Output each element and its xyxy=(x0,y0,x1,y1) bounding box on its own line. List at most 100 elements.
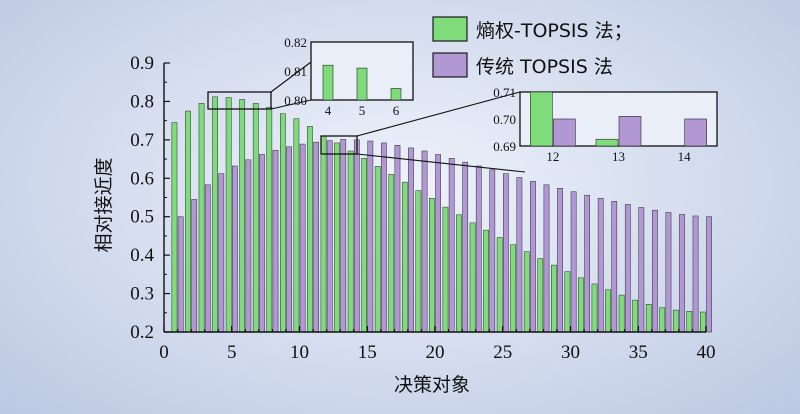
y-tick-label: 0.8 xyxy=(130,91,154,112)
inset-x-tick-label: 14 xyxy=(678,149,692,164)
bar-entropy-topsis-2 xyxy=(185,110,191,333)
inset-bar-traditional-12 xyxy=(553,118,576,147)
bar-entropy-topsis-7 xyxy=(252,103,259,333)
bar-traditional-topsis-40 xyxy=(706,216,712,333)
bar-entropy-topsis-37 xyxy=(659,307,666,333)
bar-traditional-topsis-19 xyxy=(421,150,428,333)
inset-bar-entropy-6 xyxy=(390,88,402,101)
inset-x-tick-label: 12 xyxy=(546,149,559,164)
bar-entropy-topsis-30 xyxy=(564,271,571,333)
bar-traditional-topsis-13 xyxy=(340,139,347,333)
bar-traditional-topsis-8 xyxy=(272,149,279,333)
legend-swatch-entropy xyxy=(432,16,468,42)
bar-entropy-topsis-23 xyxy=(469,222,476,333)
x-tick-label: 30 xyxy=(561,342,580,363)
bar-entropy-topsis-17 xyxy=(388,174,395,333)
bar-traditional-topsis-31 xyxy=(584,194,590,333)
bar-entropy-topsis-12 xyxy=(320,135,327,333)
bar-traditional-topsis-9 xyxy=(286,146,292,333)
bar-traditional-topsis-23 xyxy=(475,165,482,333)
bar-traditional-topsis-25 xyxy=(503,173,509,333)
inset-connector-line xyxy=(356,91,521,137)
bar-entropy-topsis-14 xyxy=(347,150,354,333)
bar-traditional-topsis-28 xyxy=(543,184,550,333)
y-tick-label: 0.7 xyxy=(130,130,154,151)
inset-y-tick-label: 0.71 xyxy=(493,85,516,100)
bar-entropy-topsis-3 xyxy=(198,103,205,333)
bar-entropy-topsis-31 xyxy=(578,277,584,333)
inset-bar-entropy-13 xyxy=(595,138,619,147)
zoom-inset-1: 0.820.810.804 5 6 xyxy=(284,35,414,118)
bar-traditional-topsis-4 xyxy=(218,173,225,333)
y-tick-label: 0.9 xyxy=(130,53,154,74)
legend: 熵权-TOPSIS 法； 传统 TOPSIS 法 xyxy=(432,16,633,78)
x-tick-label: 10 xyxy=(290,342,309,363)
x-tick-label: 25 xyxy=(493,342,512,363)
bar-traditional-topsis-33 xyxy=(611,201,618,333)
bar-traditional-topsis-36 xyxy=(652,209,658,333)
legend-swatch-traditional xyxy=(432,52,468,78)
inset-y-tick-label: 0.70 xyxy=(493,112,516,127)
bar-entropy-topsis-38 xyxy=(672,309,679,333)
inset-bar-entropy-4 xyxy=(322,64,334,101)
x-axis-title: 决策对象 xyxy=(394,374,470,396)
x-tick-label: 5 xyxy=(227,342,237,363)
bar-traditional-topsis-38 xyxy=(679,214,685,333)
y-tick-label: 0.3 xyxy=(130,284,154,305)
y-tick-label: 0.4 xyxy=(130,245,154,266)
inset-y-tick-label: 0.69 xyxy=(493,139,516,154)
x-tick-label: 0 xyxy=(159,342,169,363)
bar-traditional-topsis-20 xyxy=(435,154,441,333)
bar-entropy-topsis-36 xyxy=(645,304,652,333)
bar-traditional-topsis-21 xyxy=(448,158,455,333)
y-axis-title: 相对接近度 xyxy=(93,157,115,252)
bar-traditional-topsis-14 xyxy=(353,139,360,333)
axes: 0 5 10 15 20 25 30 35 40 0.2 0.3 0.4 0.5 0.6 0.7 0.8 0.9 xyxy=(130,53,715,363)
bar-traditional-topsis-1 xyxy=(177,216,184,333)
inset-x-tick-label: 13 xyxy=(612,149,625,164)
bar-traditional-topsis-22 xyxy=(462,161,469,333)
y-tick-label: 0.2 xyxy=(130,322,154,343)
bar-entropy-topsis-9 xyxy=(280,113,286,333)
x-tick-label: 35 xyxy=(629,342,648,363)
inset-frame xyxy=(519,91,718,147)
bar-entropy-topsis-10 xyxy=(293,118,300,333)
inset-connector-line xyxy=(356,153,526,173)
bar-traditional-topsis-3 xyxy=(204,184,211,333)
y-tick-label: 0.6 xyxy=(130,168,154,189)
bar-entropy-topsis-22 xyxy=(456,214,462,333)
x-tick-label: 40 xyxy=(697,342,716,363)
bar-entropy-topsis-25 xyxy=(496,237,503,333)
bar-entropy-topsis-26 xyxy=(510,244,517,333)
bar-entropy-topsis-4 xyxy=(212,96,218,333)
bar-layer xyxy=(171,96,712,333)
bar-entropy-topsis-21 xyxy=(442,206,449,333)
bar-traditional-topsis-5 xyxy=(232,165,238,333)
bar-entropy-topsis-13 xyxy=(334,142,340,333)
bar-entropy-topsis-33 xyxy=(605,289,611,333)
bar-entropy-topsis-6 xyxy=(239,99,246,333)
bar-entropy-topsis-1 xyxy=(171,122,178,333)
bar-traditional-topsis-30 xyxy=(570,191,577,333)
inset-x-tick-label: 6 xyxy=(393,103,400,118)
bar-entropy-topsis-20 xyxy=(429,198,435,333)
inset-bar-traditional-14 xyxy=(684,118,707,147)
bar-entropy-topsis-27 xyxy=(523,251,530,333)
legend-label-traditional: 传统 TOPSIS 法 xyxy=(476,56,613,78)
bar-entropy-topsis-15 xyxy=(361,158,367,333)
bar-entropy-topsis-8 xyxy=(266,106,273,333)
zoom-highlight-box-2 xyxy=(320,135,358,155)
zoom-highlight-box-1 xyxy=(207,91,272,110)
bar-traditional-topsis-29 xyxy=(557,188,563,333)
zoom-inset-2: 0.71 0.70 0.69 12 13 14 xyxy=(493,85,718,164)
inset-y-tick-label: 0.82 xyxy=(284,35,307,50)
bar-traditional-topsis-15 xyxy=(367,140,374,333)
bar-traditional-topsis-39 xyxy=(692,215,699,333)
bar-traditional-topsis-17 xyxy=(394,144,401,333)
legend-label-entropy: 熵权-TOPSIS 法； xyxy=(476,20,633,42)
bar-traditional-topsis-34 xyxy=(624,204,631,333)
bar-traditional-topsis-35 xyxy=(638,207,645,333)
bar-traditional-topsis-16 xyxy=(381,142,387,333)
bar-entropy-topsis-11 xyxy=(307,126,313,333)
